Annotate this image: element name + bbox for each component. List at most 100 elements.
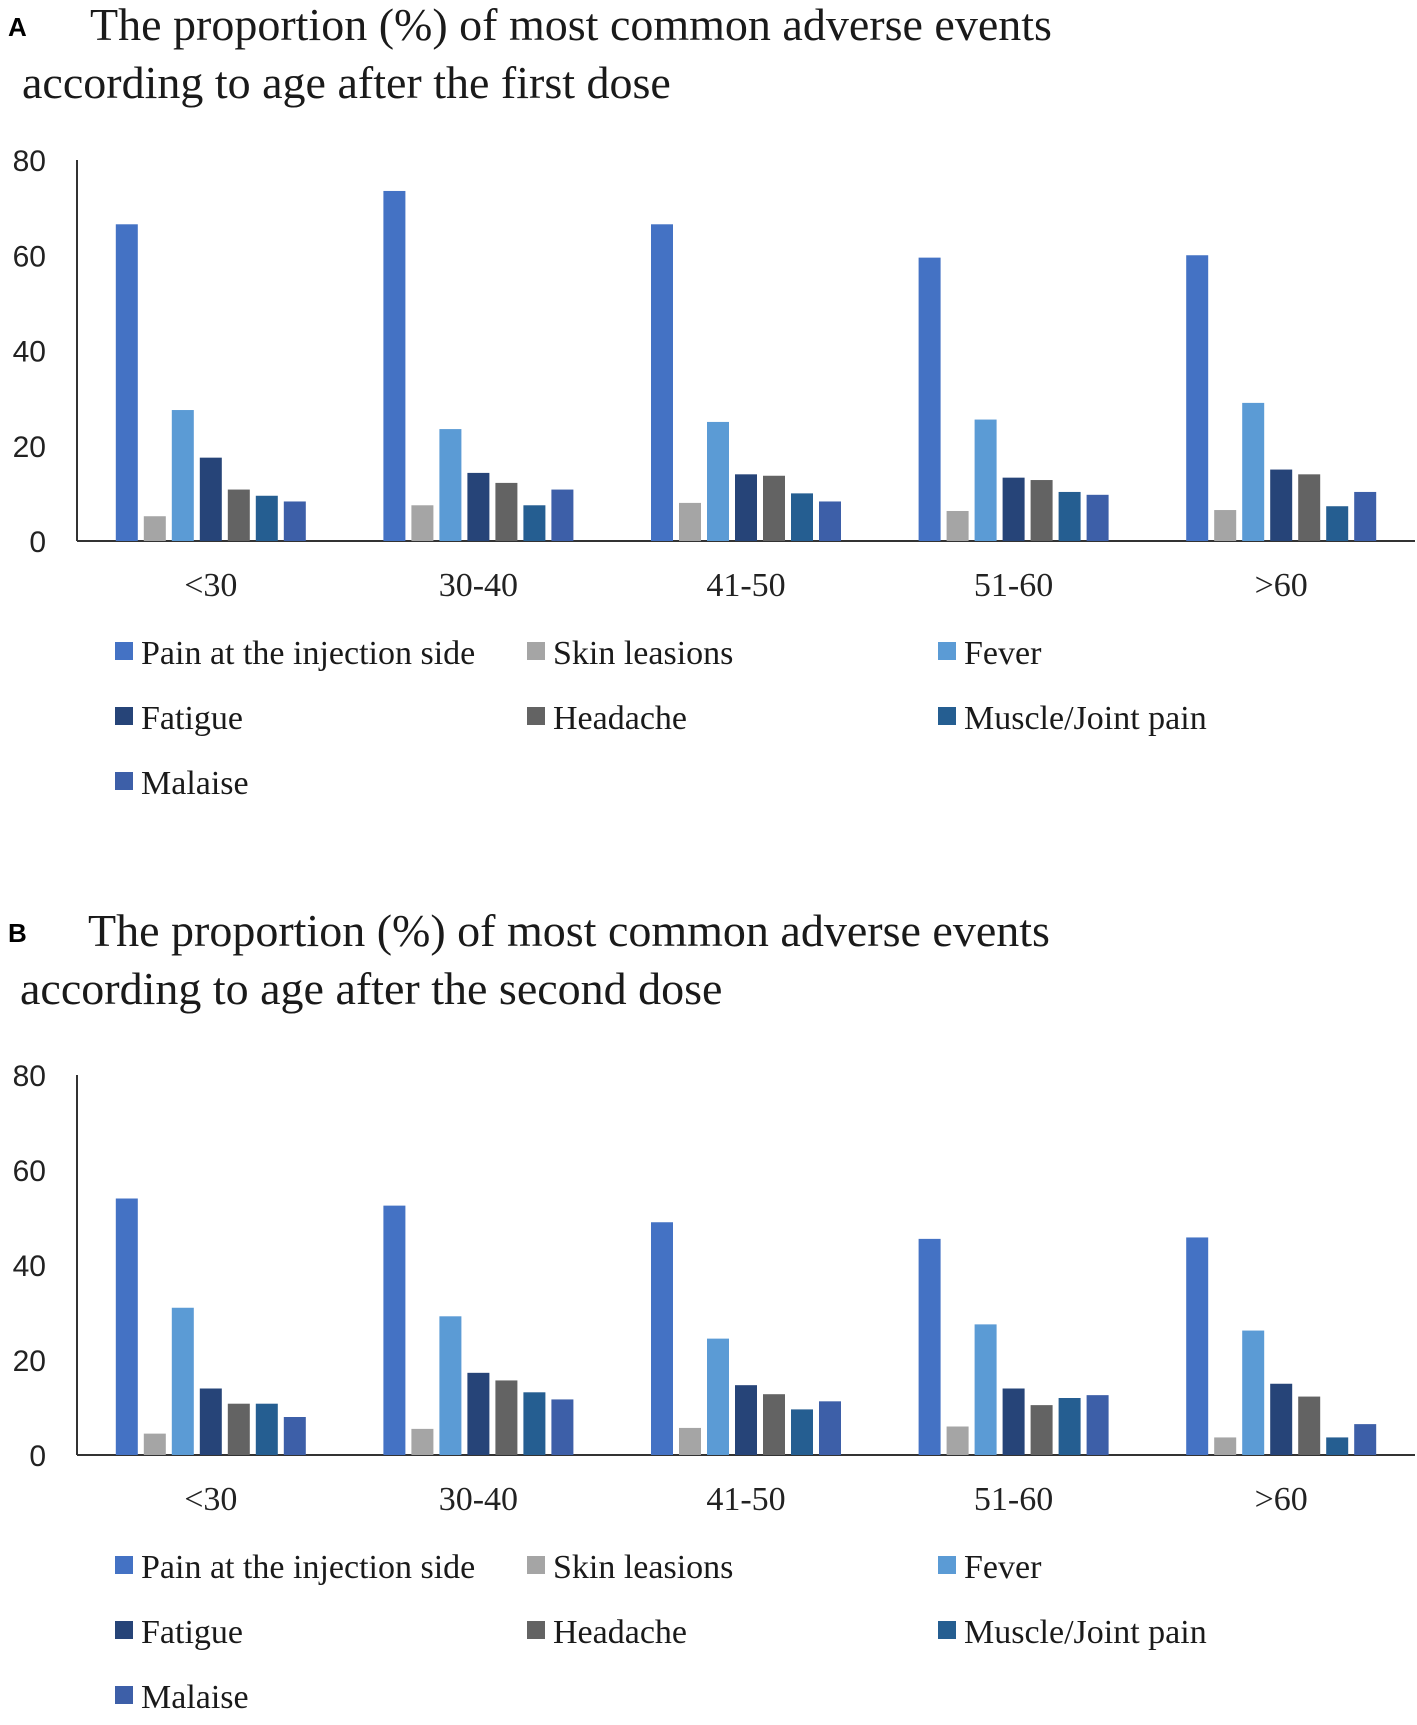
chart-b: 0 20 40 60 80 <30 30-40 41-50 51-60 >60 Pain at th… — [13, 1060, 1415, 1716]
bar-41-50-Skin leasions — [679, 1427, 701, 1455]
bar-30-40-Muscle/Joint pain — [523, 1392, 546, 1455]
bar-51-60-Malaise — [1086, 1395, 1109, 1455]
bar-<30-Malaise — [283, 1417, 306, 1455]
bar-51-60-Skin leasions — [946, 1426, 969, 1455]
bar-<30-Pain at the injection side — [115, 224, 138, 541]
bar-51-60-Headache — [1030, 1405, 1053, 1455]
bar-<30-Pain at the injection side — [115, 1198, 138, 1455]
bar-41-50-Pain at the injection side — [651, 1222, 673, 1455]
bar-30-40-Muscle/Joint pain — [523, 505, 546, 541]
bar-41-50-Malaise — [819, 501, 841, 541]
legend-label: Headache — [553, 700, 687, 737]
legend-swatch — [115, 1621, 133, 1639]
bar-41-50-Muscle/Joint pain — [791, 493, 813, 541]
y-tick-label: 0 — [29, 526, 46, 559]
bar-30-40-Fever — [439, 429, 462, 541]
chart-title-a-line1: The proportion (%) of most common advers… — [90, 0, 1052, 50]
x-tick-label: 51-60 — [974, 1481, 1053, 1518]
bar-51-60-Headache — [1030, 480, 1053, 541]
bar-30-40-Malaise — [551, 489, 574, 541]
panel-letter-a: A — [8, 12, 27, 42]
bar->60-Headache — [1298, 474, 1321, 541]
bar->60-Muscle/Joint pain — [1326, 1437, 1349, 1455]
bar-<30-Skin leasions — [143, 516, 166, 541]
bar-51-60-Fatigue — [1002, 1388, 1025, 1455]
legend-label: Fever — [964, 1549, 1042, 1586]
y-tick-label: 0 — [29, 1440, 46, 1473]
bar-30-40-Headache — [495, 482, 518, 541]
legend-label: Skin leasions — [553, 1549, 733, 1586]
bar-51-60-Muscle/Joint pain — [1058, 491, 1081, 541]
y-tick-label: 80 — [13, 1060, 46, 1093]
legend-swatch — [115, 1556, 133, 1574]
bar-51-60-Fatigue — [1002, 477, 1025, 541]
y-tick-label: 20 — [13, 1345, 46, 1378]
bar-41-50-Headache — [763, 1394, 785, 1455]
bar-41-50-Fever — [707, 1338, 729, 1455]
bar-30-40-Fatigue — [467, 472, 490, 541]
legend-label: Fatigue — [141, 700, 243, 737]
legend-label: Muscle/Joint pain — [964, 700, 1207, 737]
bar-51-60-Muscle/Joint pain — [1058, 1398, 1081, 1455]
legend-swatch — [938, 707, 956, 725]
legend-swatch — [938, 642, 956, 660]
bar-30-40-Fever — [439, 1316, 462, 1455]
legend-swatch — [527, 1621, 545, 1639]
bar-51-60-Pain at the injection side — [918, 257, 941, 541]
bar-<30-Muscle/Joint pain — [255, 495, 278, 541]
x-tick-label: >60 — [1255, 567, 1308, 604]
legend-label: Fatigue — [141, 1614, 243, 1651]
y-tick-label: 40 — [13, 1250, 46, 1283]
legend-item: Skin leasions — [527, 635, 733, 672]
legend-swatch — [115, 1686, 133, 1704]
chart-a: 0 20 40 60 80 <30 30-40 41-50 51-60 >60 Pain at th… — [13, 145, 1415, 802]
legend-item: Fever — [938, 1549, 1042, 1586]
legend-swatch — [938, 1621, 956, 1639]
legend-item: Headache — [527, 700, 687, 737]
x-tick-label: 41-50 — [706, 1481, 785, 1518]
legend-item: Headache — [527, 1614, 687, 1651]
bar->60-Fever — [1242, 1330, 1265, 1455]
legend-swatch — [527, 1556, 545, 1574]
bar->60-Fever — [1242, 402, 1265, 541]
bar->60-Skin leasions — [1214, 1437, 1237, 1455]
bar-51-60-Pain at the injection side — [918, 1238, 941, 1455]
bar-30-40-Headache — [495, 1380, 518, 1455]
bar-41-50-Fatigue — [735, 1385, 757, 1455]
legend-swatch — [527, 707, 545, 725]
bar->60-Malaise — [1354, 1424, 1377, 1455]
bar-51-60-Skin leasions — [946, 510, 969, 541]
bar->60-Pain at the injection side — [1186, 1237, 1209, 1455]
legend-swatch — [527, 642, 545, 660]
x-tick-label: 30-40 — [439, 567, 518, 604]
bar-<30-Malaise — [283, 501, 306, 541]
bar->60-Muscle/Joint pain — [1326, 506, 1349, 541]
legend-item: Pain at the injection side — [115, 1549, 475, 1586]
legend-swatch — [115, 772, 133, 790]
bar-51-60-Fever — [974, 419, 997, 541]
legend-label: Fever — [964, 635, 1042, 672]
legend-item: Malaise — [115, 765, 249, 802]
legend-swatch — [115, 642, 133, 660]
legend-label: Headache — [553, 1614, 687, 1651]
bar-30-40-Skin leasions — [411, 1428, 434, 1455]
bar->60-Pain at the injection side — [1186, 255, 1209, 541]
y-tick-label: 60 — [13, 240, 46, 273]
legend-swatch — [938, 1556, 956, 1574]
bar->60-Fatigue — [1270, 469, 1293, 541]
x-tick-label: 30-40 — [439, 1481, 518, 1518]
bar->60-Skin leasions — [1214, 510, 1237, 541]
legend-label: Malaise — [141, 1679, 249, 1716]
legend-label: Malaise — [141, 765, 249, 802]
bar-51-60-Malaise — [1086, 494, 1109, 541]
legend-item: Fever — [938, 635, 1042, 672]
legend-item: Muscle/Joint pain — [938, 700, 1207, 737]
bar-30-40-Fatigue — [467, 1372, 490, 1455]
y-tick-label: 20 — [13, 431, 46, 464]
bar-<30-Fatigue — [199, 1388, 222, 1455]
legend-item: Muscle/Joint pain — [938, 1614, 1207, 1651]
legend-item: Fatigue — [115, 700, 243, 737]
bar-<30-Headache — [227, 489, 250, 541]
bar-41-50-Fever — [707, 421, 729, 541]
